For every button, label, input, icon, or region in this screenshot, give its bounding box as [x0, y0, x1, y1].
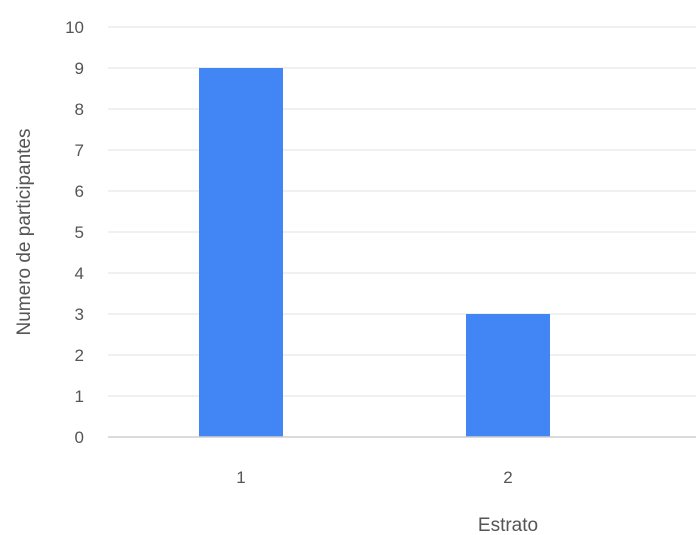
y-tick-label: 1	[75, 387, 84, 406]
y-axis-title: Numero de participantes	[14, 129, 35, 336]
x-axis-title: Estrato	[478, 515, 538, 535]
y-tick-label: 4	[75, 264, 84, 283]
y-tick-label: 7	[75, 141, 84, 160]
y-tick-label: 0	[75, 428, 84, 447]
bar	[199, 68, 283, 437]
y-tick-label: 2	[75, 346, 84, 365]
y-tick-label: 10	[65, 18, 84, 37]
y-tick-label: 8	[75, 100, 84, 119]
bars	[199, 68, 550, 437]
x-tick-label: 2	[503, 468, 512, 487]
y-tick-label: 9	[75, 59, 84, 78]
y-tick-label: 3	[75, 305, 84, 324]
y-tick-label: 6	[75, 182, 84, 201]
x-tick-label: 1	[236, 468, 245, 487]
grid-lines	[108, 26, 696, 397]
y-axis-ticks: 0 1 2 3 4 5 6 7 8 9 10	[65, 18, 84, 447]
bar	[466, 314, 550, 437]
y-tick-label: 5	[75, 223, 84, 242]
